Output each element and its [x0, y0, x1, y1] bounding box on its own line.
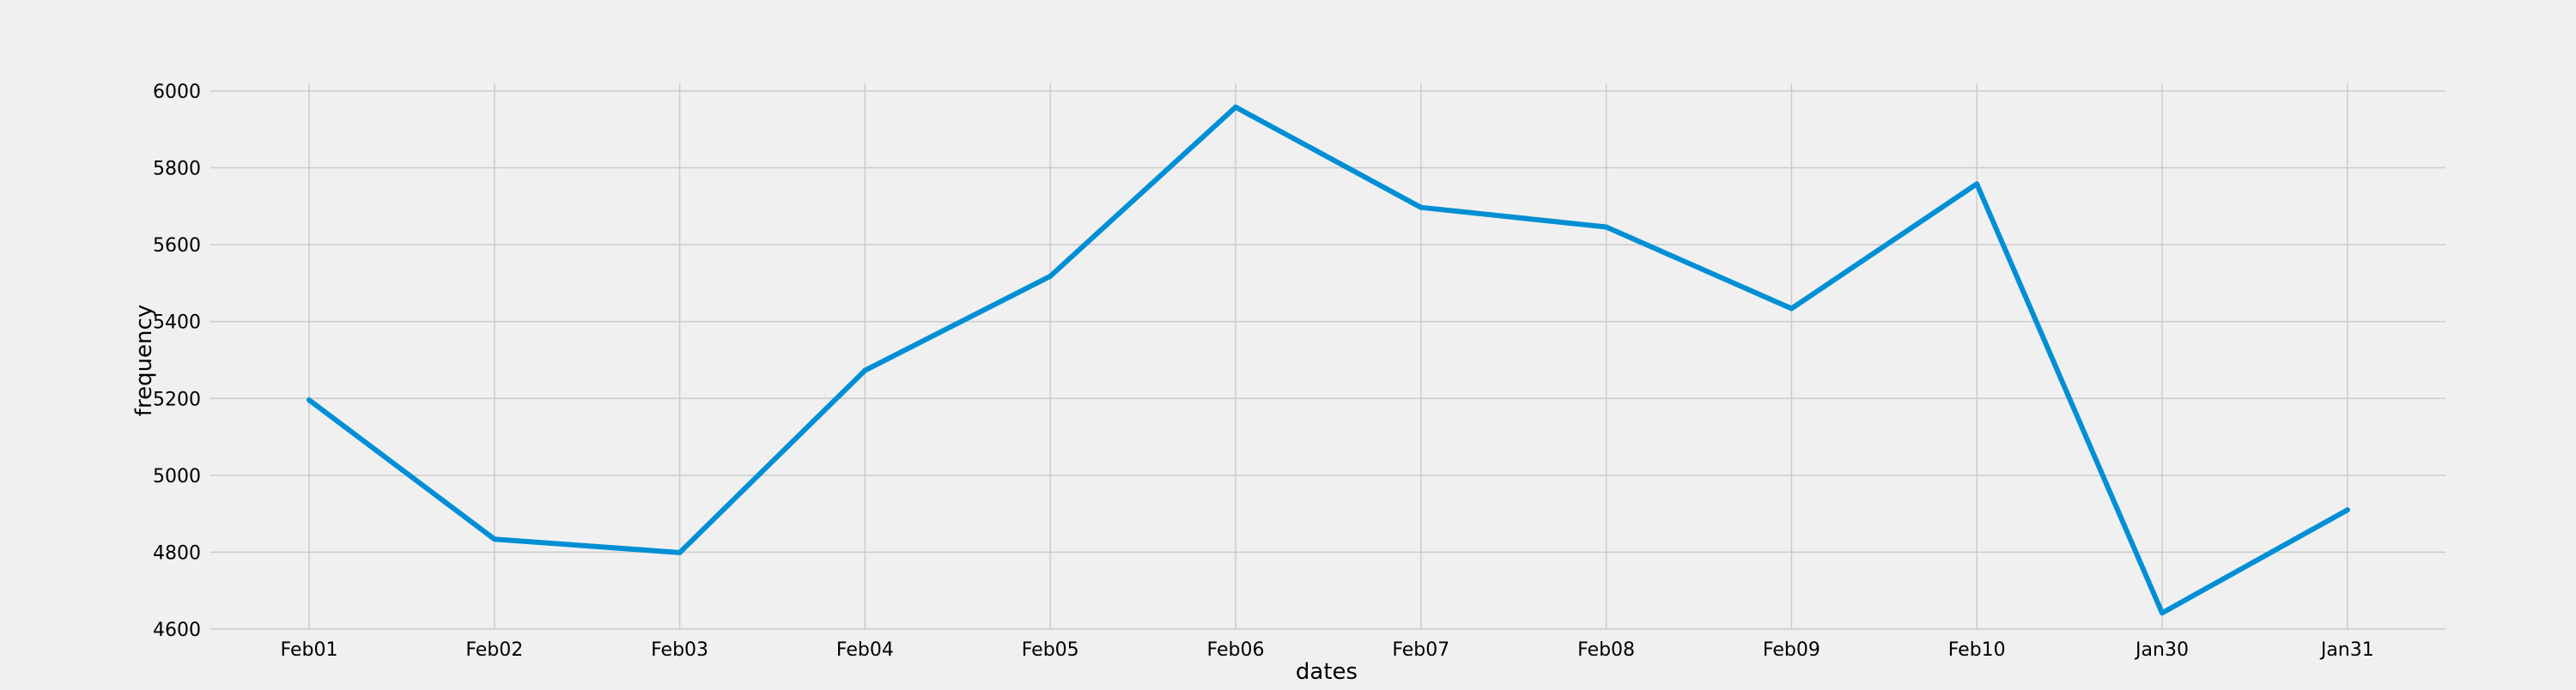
data-point — [1603, 224, 1609, 230]
x-tick-label: Jan30 — [2134, 639, 2189, 661]
data-point — [307, 397, 312, 403]
x-tick-labels: Feb01 Feb02 Feb03 Feb04 Feb05 Feb06 Feb07 Feb08… — [281, 639, 2374, 661]
data-point — [1233, 104, 1238, 110]
x-tick-label: Jan31 — [2319, 639, 2374, 661]
x-axis-label: dates — [1296, 659, 1358, 685]
data-point — [1789, 306, 1795, 312]
x-tick-label: Feb10 — [1948, 639, 2006, 661]
x-tick-label: Feb04 — [836, 639, 894, 661]
y-tick-label: 5800 — [153, 159, 201, 180]
x-tick-label: Feb09 — [1763, 639, 1820, 661]
x-tick-label: Feb02 — [465, 639, 523, 661]
data-point — [2344, 507, 2350, 513]
y-axis-label: frequency — [131, 305, 157, 416]
data-point — [1418, 204, 1424, 210]
y-tick-label: 6000 — [153, 82, 201, 103]
series — [307, 104, 2350, 616]
x-tick-label: Feb06 — [1207, 639, 1265, 661]
data-point — [862, 367, 868, 373]
x-tick-label: Feb07 — [1392, 639, 1449, 661]
data-point — [1048, 273, 1054, 279]
y-tick-labels: 4600 4800 5000 5200 5400 5600 5800 6000 — [153, 82, 201, 641]
data-point — [491, 536, 497, 542]
series-line — [307, 104, 2350, 616]
data-point — [677, 549, 683, 555]
x-tick-label: Feb03 — [651, 639, 708, 661]
y-tick-label: 4800 — [153, 542, 201, 564]
y-tick-label: 5000 — [153, 466, 201, 487]
y-tick-label: 5600 — [153, 235, 201, 257]
y-tick-label: 5400 — [153, 312, 201, 334]
grid — [210, 83, 2445, 630]
x-tick-label: Feb05 — [1022, 639, 1079, 661]
x-tick-label: Feb01 — [281, 639, 338, 661]
y-tick-label: 5200 — [153, 389, 201, 410]
y-tick-label: 4600 — [153, 620, 201, 641]
data-point — [2160, 610, 2165, 616]
x-tick-label: Feb08 — [1577, 639, 1635, 661]
data-point — [1974, 181, 1980, 187]
